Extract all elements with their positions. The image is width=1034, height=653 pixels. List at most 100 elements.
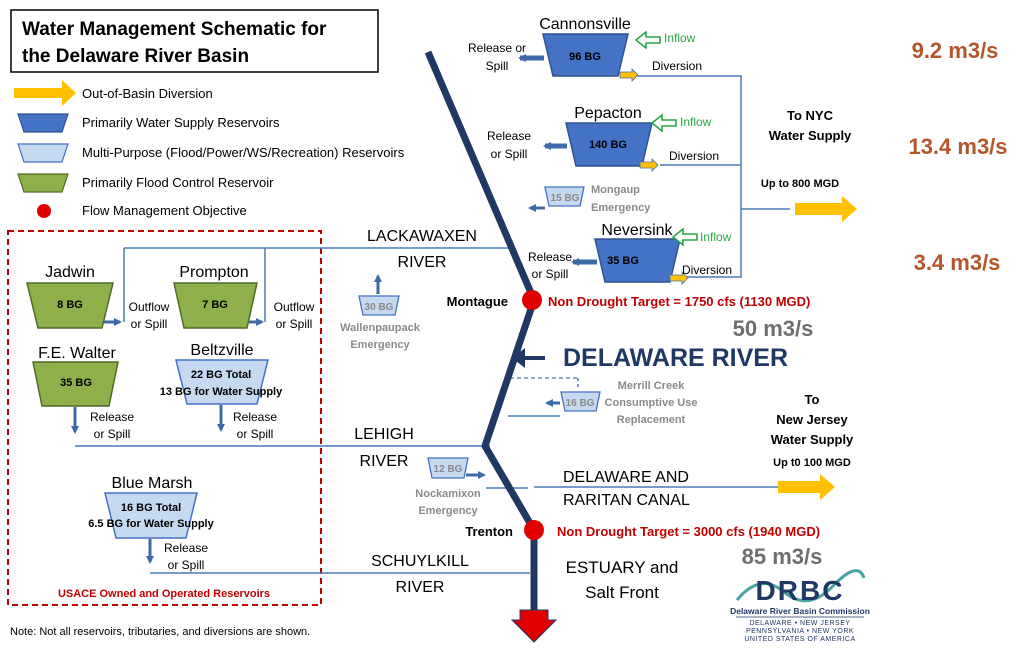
pepacton-spill: or Spill [491, 147, 528, 161]
neversink-release: Release [528, 250, 572, 264]
beltzville-reservoir: Beltzville 22 BG Total 13 BG for Water S… [160, 342, 283, 405]
prompton-spill: or Spill [276, 317, 313, 331]
legend-diversion: Out-of-Basin Diversion [82, 86, 213, 101]
delaware-river-label: DELAWARE RIVER [563, 344, 788, 372]
nj-line-1: To [805, 392, 820, 407]
blue-marsh-line-1: 16 BG Total [121, 502, 181, 514]
merrill-name-2: Consumptive Use [605, 397, 698, 409]
cannonsville-inflow: Inflow [664, 31, 696, 45]
neversink-reservoir: Neversink 35 BG [594, 222, 681, 283]
pepacton-reservoir: Pepacton 140 BG [565, 105, 653, 167]
neversink-name: Neversink [601, 222, 673, 239]
blue-marsh-spill: or Spill [168, 558, 205, 572]
merrill-name-3: Replacement [617, 414, 686, 426]
blue-marsh-name: Blue Marsh [112, 475, 193, 492]
beltzville-release: Release [233, 410, 277, 424]
jadwin-spill: or Spill [131, 317, 168, 331]
prompton-reservoir: Prompton 7 BG [173, 264, 258, 329]
nj-diversion-arrow-icon [778, 474, 835, 500]
prompton-name: Prompton [179, 264, 248, 281]
legend-flood-control: Primarily Flood Control Reservoir [82, 175, 274, 190]
tributary-lines [75, 75, 790, 574]
montague-target: Non Drought Target = 1750 cfs (1130 MGD) [548, 294, 810, 309]
blue-marsh-reservoir: Blue Marsh 16 BG Total 6.5 BG for Water … [88, 475, 215, 539]
flow-montague: 50 m3/s [733, 316, 814, 341]
blue-marsh-release: Release [164, 541, 208, 555]
lehigh-label-1: LEHIGH [354, 426, 414, 443]
beltzville-spill: or Spill [237, 427, 274, 441]
mongaup-name-2: Emergency [591, 202, 651, 214]
inflow-arrow-icon [634, 30, 661, 50]
cannonsville-reservoir: Cannonsville 96 BG [539, 16, 631, 77]
pepacton-diversion: Diversion [669, 149, 719, 163]
drbc-logo-letters: DRBC [756, 575, 845, 606]
trenton-target: Non Drought Target = 3000 cfs (1940 MGD) [557, 524, 820, 539]
trenton-name: Trenton [465, 524, 513, 539]
nj-line-3: Water Supply [771, 432, 854, 447]
trenton-objective-icon [524, 520, 544, 540]
merrill-name-1: Merrill Creek [618, 380, 686, 392]
wallenpaupack-name-1: Wallenpaupack [340, 322, 421, 334]
drbc-logo: DRBC Delaware River Basin Commission DEL… [730, 569, 870, 643]
legend: Out-of-Basin Diversion Primarily Water S… [14, 80, 405, 218]
merrill-capacity: 16 BG [566, 398, 595, 409]
drbc-name: Delaware River Basin Commission [730, 606, 870, 616]
montague-objective-icon [522, 290, 542, 310]
lackawaxen-label-2: RIVER [398, 254, 447, 271]
schuylkill-label-1: SCHUYLKILL [371, 553, 469, 570]
inflow-arrow-icon [671, 227, 698, 247]
canal-label-2: RARITAN CANAL [563, 492, 690, 509]
nockamixon-name-2: Emergency [418, 505, 478, 517]
mongaup-name-1: Mongaup [591, 184, 640, 196]
title-line-1: Water Management Schematic for [22, 19, 327, 40]
pepacton-inflow: Inflow [680, 115, 712, 129]
merrill-creek-reservoir: 16 BG Merrill Creek Consumptive Use Repl… [560, 380, 698, 426]
delaware-main-stem [424, 50, 538, 612]
neversink-spill: or Spill [532, 267, 569, 281]
nockamixon-name-1: Nockamixon [415, 488, 481, 500]
footnote: Note: Not all reservoirs, tributaries, a… [10, 626, 310, 638]
fe-walter-capacity: 35 BG [60, 377, 92, 389]
flow-cannonsville: 9.2 m3/s [912, 38, 999, 63]
flood-control-reservoir-icon [17, 173, 69, 193]
beltzville-line-1: 22 BG Total [191, 369, 251, 381]
drbc-states-2: PENNSYLVANIA • NEW YORK [746, 628, 854, 635]
cannonsville-name: Cannonsville [539, 16, 631, 33]
beltzville-name: Beltzville [190, 342, 253, 359]
legend-objective: Flow Management Objective [82, 203, 247, 218]
flow-trenton: 85 m3/s [742, 544, 823, 569]
nj-line-2: New Jersey [776, 412, 848, 427]
fe-walter-name: F.E. Walter [38, 345, 116, 362]
jadwin-capacity: 8 BG [57, 299, 83, 311]
nyc-line-2: Water Supply [769, 128, 852, 143]
cannonsville-release: Release or [468, 41, 526, 55]
wallenpaupack-name-2: Emergency [350, 339, 410, 351]
jadwin-outflow: Outflow [129, 300, 170, 314]
prompton-capacity: 7 BG [202, 299, 228, 311]
cannonsville-spill: Spill [486, 59, 509, 73]
flow-objective-icon [37, 204, 51, 218]
wallenpaupack-reservoir: 30 BG Wallenpaupack Emergency [340, 295, 421, 351]
prompton-outflow: Outflow [274, 300, 315, 314]
nockamixon-reservoir: 12 BG Nockamixon Emergency [415, 457, 481, 517]
lackawaxen-label-1: LACKAWAXEN [367, 228, 477, 245]
jadwin-name: Jadwin [45, 264, 95, 281]
diversion-arrow-icon [639, 158, 659, 172]
water-supply-reservoir-icon [17, 113, 69, 133]
cannonsville-capacity: 96 BG [569, 51, 601, 63]
lehigh-label-2: RIVER [360, 453, 409, 470]
mongaup-reservoir: 15 BG Mongaup Emergency [544, 184, 651, 214]
nockamixon-capacity: 12 BG [434, 464, 463, 475]
nyc-diversion-arrow-icon [795, 196, 857, 222]
title-line-2: the Delaware River Basin [22, 46, 249, 67]
legend-multi-purpose: Multi-Purpose (Flood/Power/WS/Recreation… [82, 145, 405, 160]
neversink-capacity: 35 BG [607, 255, 639, 267]
diversion-arrow-icon [669, 271, 689, 285]
wallenpaupack-capacity: 30 BG [365, 302, 394, 313]
fe-walter-reservoir: F.E. Walter 35 BG [32, 345, 119, 407]
schuylkill-label-2: RIVER [396, 579, 445, 596]
nj-line-4: Up t0 100 MGD [773, 457, 851, 469]
montague-name: Montague [447, 294, 508, 309]
diversion-arrow-icon [14, 80, 76, 106]
